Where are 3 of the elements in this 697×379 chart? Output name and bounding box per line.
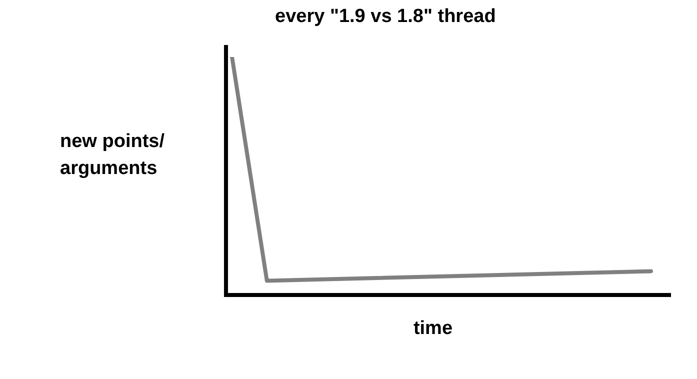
y-axis-title: new points/ arguments: [60, 130, 166, 181]
chart-title: every "1.9 vs 1.8" thread: [275, 6, 496, 28]
x-axis-title: time: [412, 318, 454, 340]
